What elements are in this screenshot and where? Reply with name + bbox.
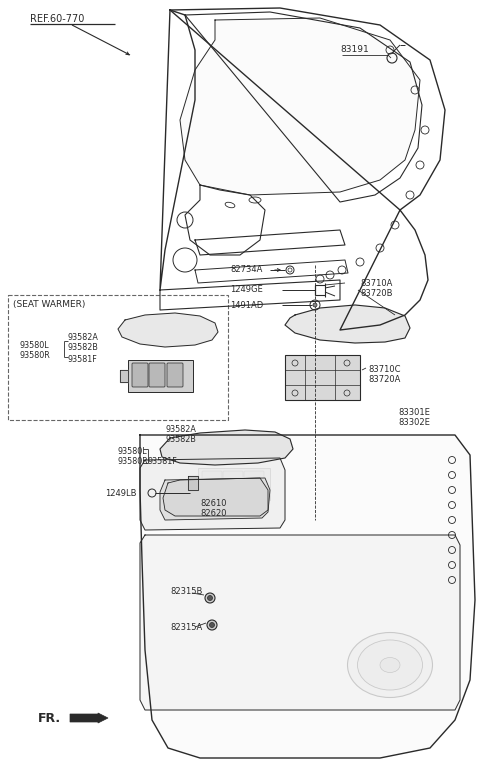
Polygon shape <box>160 478 270 520</box>
Text: 83191: 83191 <box>340 46 369 55</box>
FancyBboxPatch shape <box>198 468 270 500</box>
Text: 82620: 82620 <box>200 509 227 518</box>
Text: FR.: FR. <box>38 711 61 725</box>
Polygon shape <box>140 535 460 710</box>
Text: 82610: 82610 <box>200 499 227 508</box>
Text: 93580L: 93580L <box>118 448 148 456</box>
Polygon shape <box>188 476 198 490</box>
Polygon shape <box>118 313 218 347</box>
Circle shape <box>207 620 217 630</box>
Text: 83720B: 83720B <box>360 289 393 298</box>
Polygon shape <box>120 370 128 382</box>
Text: 82315A: 82315A <box>170 623 202 632</box>
Text: 93580L: 93580L <box>20 341 49 349</box>
Text: 82315B: 82315B <box>170 587 203 597</box>
Circle shape <box>207 596 213 600</box>
FancyBboxPatch shape <box>128 360 193 392</box>
Text: 93581F: 93581F <box>147 458 177 467</box>
Text: 83710C: 83710C <box>368 365 400 374</box>
Text: 83720A: 83720A <box>368 375 400 384</box>
Circle shape <box>313 303 317 307</box>
FancyBboxPatch shape <box>149 363 165 387</box>
Circle shape <box>205 593 215 603</box>
FancyBboxPatch shape <box>132 363 148 387</box>
Polygon shape <box>180 18 420 195</box>
Polygon shape <box>160 430 293 465</box>
Text: 93582B: 93582B <box>68 344 99 352</box>
Polygon shape <box>140 435 475 758</box>
Ellipse shape <box>348 632 432 698</box>
FancyBboxPatch shape <box>244 471 264 495</box>
Polygon shape <box>163 478 268 516</box>
Text: 83301E: 83301E <box>398 408 430 417</box>
Text: 93582A: 93582A <box>165 426 196 434</box>
FancyBboxPatch shape <box>167 363 183 387</box>
Text: 93582A: 93582A <box>68 333 99 342</box>
Text: REF.60-770: REF.60-770 <box>30 14 84 24</box>
Ellipse shape <box>380 657 400 672</box>
Polygon shape <box>140 458 285 530</box>
FancyArrow shape <box>70 713 108 723</box>
Text: 83302E: 83302E <box>398 418 430 427</box>
Ellipse shape <box>358 640 422 690</box>
Ellipse shape <box>335 316 375 334</box>
FancyBboxPatch shape <box>223 471 243 495</box>
FancyBboxPatch shape <box>202 471 222 495</box>
Polygon shape <box>285 305 410 343</box>
Text: 1491AD: 1491AD <box>230 301 263 310</box>
Text: 1249GE: 1249GE <box>230 285 263 294</box>
Text: 1249LB: 1249LB <box>105 489 136 497</box>
Text: 83710A: 83710A <box>360 279 392 288</box>
Text: (SEAT WARMER): (SEAT WARMER) <box>13 300 85 309</box>
Text: 93580R: 93580R <box>118 458 149 467</box>
Text: 82734A: 82734A <box>230 266 263 275</box>
Ellipse shape <box>219 439 251 455</box>
Ellipse shape <box>155 323 190 339</box>
Circle shape <box>209 622 215 628</box>
Text: 93580R: 93580R <box>20 351 51 360</box>
Text: 93581F: 93581F <box>68 355 98 364</box>
Text: 93582B: 93582B <box>165 436 196 445</box>
FancyBboxPatch shape <box>285 355 360 400</box>
